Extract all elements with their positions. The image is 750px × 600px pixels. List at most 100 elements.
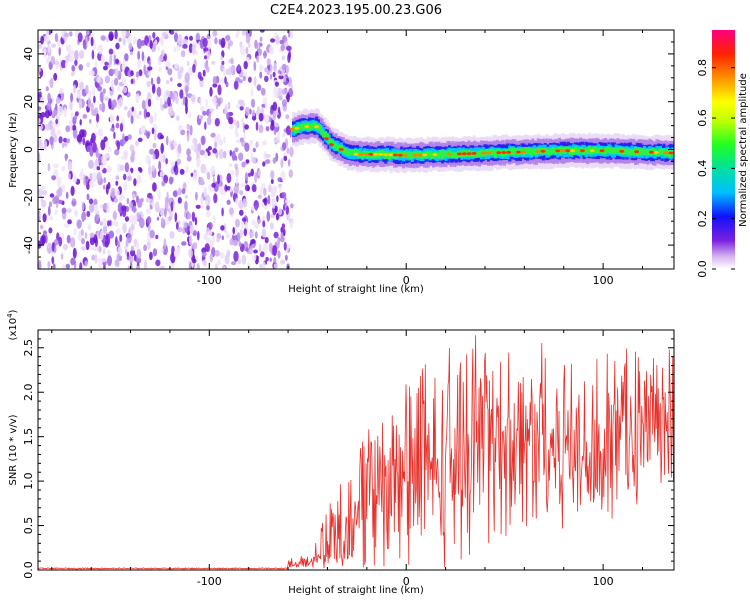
heatmap-noise-cell — [84, 260, 88, 267]
heatmap-noise-cell — [38, 106, 42, 111]
heatmap-noise-cell — [48, 201, 53, 208]
heatmap-noise-cell — [266, 58, 271, 66]
heatmap-noise-cell — [254, 231, 258, 239]
heatmap-ridge-cell — [607, 146, 611, 153]
heatmap-noise-cell — [188, 112, 192, 119]
heatmap-peak-cell — [304, 125, 310, 128]
y-tick-label: 2.0 — [22, 383, 35, 401]
heatmap-noise-cell — [243, 228, 247, 237]
heatmap-noise-cell — [42, 213, 47, 223]
heatmap-noise-cell — [217, 174, 220, 185]
heatmap-noise-cell — [244, 124, 250, 130]
heatmap-noise-cell — [174, 32, 178, 43]
heatmap-noise-cell — [184, 96, 188, 108]
heatmap-noise-cell — [97, 128, 104, 137]
heatmap-noise-cell — [190, 172, 194, 177]
heatmap-noise-cell — [80, 168, 84, 177]
heatmap-noise-cell — [199, 180, 205, 186]
heatmap-noise-cell — [212, 177, 216, 185]
heatmap-noise-cell — [182, 43, 188, 49]
heatmap-noise-cell — [242, 198, 248, 208]
heatmap-noise-cell — [195, 204, 201, 209]
heatmap-noise-cell — [186, 155, 192, 162]
heatmap-noise-cell — [143, 244, 148, 252]
heatmap-noise-cell — [71, 124, 77, 131]
heatmap-noise-cell — [228, 65, 232, 76]
heatmap-noise-cell — [238, 152, 244, 161]
heatmap-peak-cell — [338, 148, 344, 151]
heatmap-noise-cell — [54, 33, 59, 43]
heatmap-ridge-cell — [634, 147, 638, 154]
heatmap-ridge-cell — [616, 147, 620, 154]
heatmap-peak-cell — [314, 125, 319, 129]
heatmap-noise-cell — [227, 42, 230, 50]
heatmap-noise-cell — [203, 186, 208, 198]
heatmap-ridge-cell — [426, 152, 430, 159]
heatmap-noise-cell — [213, 136, 220, 142]
heatmap-ridge-cell — [300, 124, 305, 131]
heatmap-noise-cell — [136, 175, 142, 184]
heatmap-ridge-cell — [547, 148, 551, 155]
heatmap-noise-cell — [169, 30, 175, 35]
heatmap-noise-cell — [170, 143, 174, 151]
heatmap-noise-cell — [148, 60, 151, 67]
heatmap-noise-cell — [149, 204, 153, 210]
heatmap-noise-cell — [150, 77, 154, 86]
heatmap-peak-cell — [663, 151, 669, 155]
heatmap-noise-cell — [195, 49, 199, 56]
heatmap-noise-cell — [108, 98, 112, 110]
heatmap-noise-cell — [73, 228, 77, 236]
heatmap-noise-cell — [90, 36, 94, 47]
heatmap-ridge-cell — [354, 149, 358, 156]
heatmap-axes: -100 0 100 -40 -20 0 20 40 — [22, 29, 674, 287]
heatmap-noise-cell — [89, 232, 95, 238]
heatmap-noise-cell — [113, 77, 119, 86]
heatmap-noise-cell — [107, 249, 111, 256]
heatmap-peak-cell — [383, 153, 388, 157]
heatmap-noise-cell — [43, 230, 47, 235]
heatmap-ridge-cell — [524, 147, 528, 154]
heatmap-noise-cell — [64, 61, 68, 69]
heatmap-noise-cell — [64, 32, 70, 38]
heatmap-noise-cell — [283, 155, 288, 162]
heatmap-peak-cell — [294, 126, 300, 130]
heatmap-noise-cell — [213, 193, 218, 204]
heatmap-noise-cell — [72, 128, 78, 139]
heatmap-noise-cell — [285, 254, 288, 261]
heatmap-noise-cell — [252, 147, 256, 153]
heatmap-noise-cell — [160, 134, 164, 140]
heatmap-noise-cell — [60, 59, 67, 69]
heatmap-noise-cell — [192, 242, 198, 250]
heatmap-noise-cell — [87, 97, 91, 109]
heatmap-ridge-cell — [577, 148, 581, 155]
heatmap-ridge-cell — [588, 146, 592, 153]
heatmap-noise-cell — [143, 259, 148, 269]
heatmap-noise-cell — [38, 139, 43, 149]
heatmap-noise-cell — [274, 139, 280, 144]
heatmap-noise-cell — [91, 49, 95, 60]
heatmap-noise-cell — [187, 60, 190, 67]
heatmap-peak-cell — [481, 151, 487, 155]
heatmap-ridge-cell — [439, 149, 443, 157]
heatmap-noise-cell — [45, 86, 49, 92]
heatmap-noise-cell — [180, 50, 186, 58]
heatmap-noise-cell — [53, 72, 58, 81]
heatmap-noise-cell — [40, 35, 44, 45]
heatmap-peak-cell — [668, 151, 674, 155]
heatmap-noise-cell — [146, 131, 150, 139]
heatmap-noise-cell — [172, 93, 176, 103]
heatmap-noise-cell — [269, 109, 274, 115]
heatmap-noise-cell — [96, 166, 101, 171]
heatmap-noise-cell — [110, 79, 115, 91]
heatmap-noise-cell — [43, 140, 48, 150]
heatmap-noise-cell — [247, 262, 251, 269]
heatmap-noise-cell — [139, 167, 143, 173]
heatmap-noise-cell — [226, 199, 231, 205]
heatmap-noise-cell — [277, 177, 283, 183]
heatmap-noise-cell — [182, 96, 186, 106]
heatmap-noise-cell — [63, 137, 67, 143]
heatmap-noise-cell — [166, 135, 169, 146]
heatmap-ridge-cell — [525, 148, 530, 155]
heatmap-ridge-cell — [625, 148, 629, 155]
heatmap-noise-cell — [48, 216, 54, 221]
